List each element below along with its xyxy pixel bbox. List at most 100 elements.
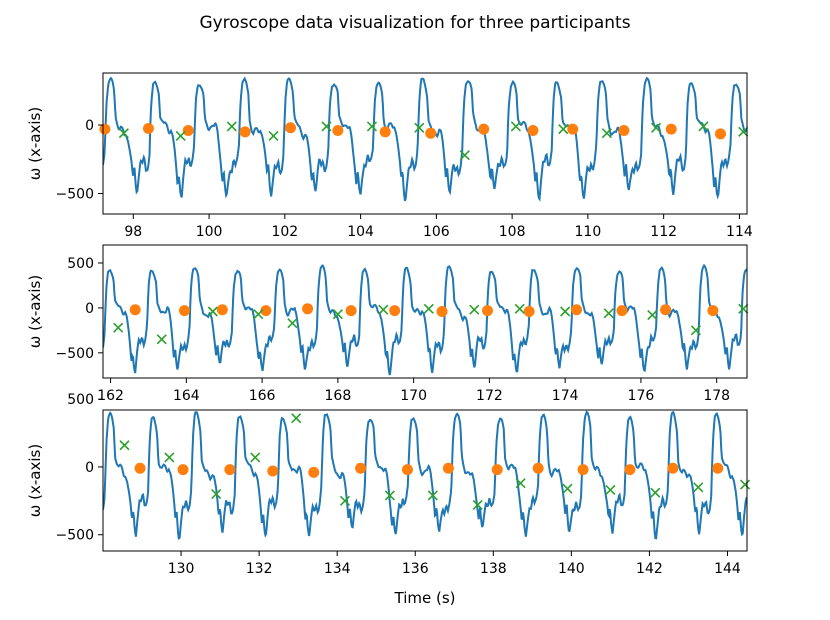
axes-frame <box>102 72 748 215</box>
cross-stroke <box>515 478 526 489</box>
circle-marker <box>178 305 190 317</box>
circle-marker <box>491 464 503 476</box>
y-axis-label: ω (x-axis) <box>26 107 44 180</box>
circle-marker <box>567 123 579 135</box>
circle-marker <box>260 305 272 317</box>
cross-stroke <box>291 413 302 424</box>
circle-marker <box>389 305 401 317</box>
cross-marker <box>738 303 749 314</box>
cross-stroke <box>510 121 521 132</box>
circle-marker <box>624 464 636 476</box>
cross-marker <box>164 452 175 463</box>
circle-marker <box>239 126 251 138</box>
circle-marker <box>267 465 279 477</box>
circle-marker <box>523 306 535 317</box>
cross-stroke <box>164 452 175 463</box>
signal-line <box>103 76 747 202</box>
cross-marker <box>378 304 389 315</box>
x-tick-label: 106 <box>423 224 450 240</box>
cross-stroke <box>738 126 749 137</box>
subplot-participant-3: 130 132 134 136 138 140 142 144 −500 0 500 ω (x-axi… <box>26 392 751 577</box>
cross-stroke <box>650 487 661 498</box>
cross-marker <box>603 308 614 319</box>
cross-stroke <box>113 322 124 333</box>
cross-stroke <box>601 128 612 139</box>
x-tick-label: 112 <box>650 224 677 240</box>
cross-marker <box>175 130 186 142</box>
x-tick-label: 172 <box>476 388 503 404</box>
cross-stroke <box>738 303 749 314</box>
circle-marker <box>177 464 189 476</box>
x-tick-label: 130 <box>168 561 195 577</box>
circle-marker <box>134 462 146 474</box>
circle-marker <box>355 462 367 474</box>
cross-stroke <box>287 318 298 329</box>
x-tick-label: 132 <box>246 561 273 577</box>
cross-marker <box>427 490 438 501</box>
cross-stroke <box>739 479 751 490</box>
cross-marker <box>207 306 218 317</box>
cross-stroke <box>414 122 425 133</box>
circle-marker <box>302 303 314 315</box>
cross-marker <box>118 128 129 139</box>
x-tick-label: 168 <box>325 388 352 404</box>
circle-marker <box>616 305 628 317</box>
cross-stroke <box>253 309 264 320</box>
cross-marker <box>651 122 662 133</box>
cross-marker <box>268 130 279 142</box>
signal-line <box>103 263 747 376</box>
circle-marker <box>216 304 228 316</box>
cross-marker <box>321 121 332 132</box>
subplot-participant-2: 162 164 166 168 170 172 174 176 178 −500 0 500 ω (x-… <box>26 244 749 404</box>
cross-marker <box>514 303 525 314</box>
circle-marker <box>332 124 344 136</box>
axes-frame <box>102 409 748 552</box>
circle-marker <box>436 306 448 317</box>
cross-stroke <box>427 490 438 501</box>
cross-stroke <box>175 130 186 142</box>
x-tick-label: 164 <box>173 388 200 404</box>
cross-marker <box>156 334 167 345</box>
cross-marker <box>605 484 616 496</box>
cross-stroke <box>207 306 218 317</box>
cross-marker <box>560 306 571 317</box>
circle-marker <box>712 462 724 474</box>
cross-marker <box>693 482 704 493</box>
cross-marker <box>119 440 130 451</box>
x-tick-label: 140 <box>558 561 585 577</box>
cross-stroke <box>118 128 129 139</box>
cross-marker <box>339 495 351 506</box>
circle-marker <box>478 123 490 135</box>
cross-marker <box>650 487 661 498</box>
cross-stroke <box>459 150 470 161</box>
cross-stroke <box>562 483 573 494</box>
circle-marker <box>618 124 630 136</box>
y-tick-label: 0 <box>85 460 94 476</box>
cross-marker <box>366 121 378 132</box>
figure-title: Gyroscope data visualization for three p… <box>199 13 630 33</box>
x-tick-label: 176 <box>628 388 655 404</box>
circle-marker <box>285 122 297 134</box>
cross-stroke <box>603 308 614 319</box>
cross-stroke <box>332 309 343 320</box>
circle-marker <box>667 462 679 474</box>
x-tick-label: 178 <box>703 388 730 404</box>
cross-stroke <box>651 122 662 133</box>
cross-marker <box>558 124 569 135</box>
x-tick-label: 144 <box>714 561 741 577</box>
cross-stroke <box>156 334 167 345</box>
circle-marker <box>714 128 726 140</box>
axes-frame <box>102 244 748 379</box>
cross-stroke <box>321 121 332 132</box>
subplot-participant-1: 98 100 102 104 106 108 110 112 114 −500 0 ω (x-axis… <box>26 72 753 240</box>
circle-marker <box>571 304 583 316</box>
circle-marker <box>532 462 544 474</box>
circle-marker <box>425 127 437 139</box>
circle-marker <box>182 124 194 136</box>
x-tick-label: 136 <box>402 561 429 577</box>
cross-marker <box>250 452 261 463</box>
cross-marker <box>253 309 264 320</box>
cross-stroke <box>366 121 378 132</box>
cross-marker <box>601 128 612 139</box>
